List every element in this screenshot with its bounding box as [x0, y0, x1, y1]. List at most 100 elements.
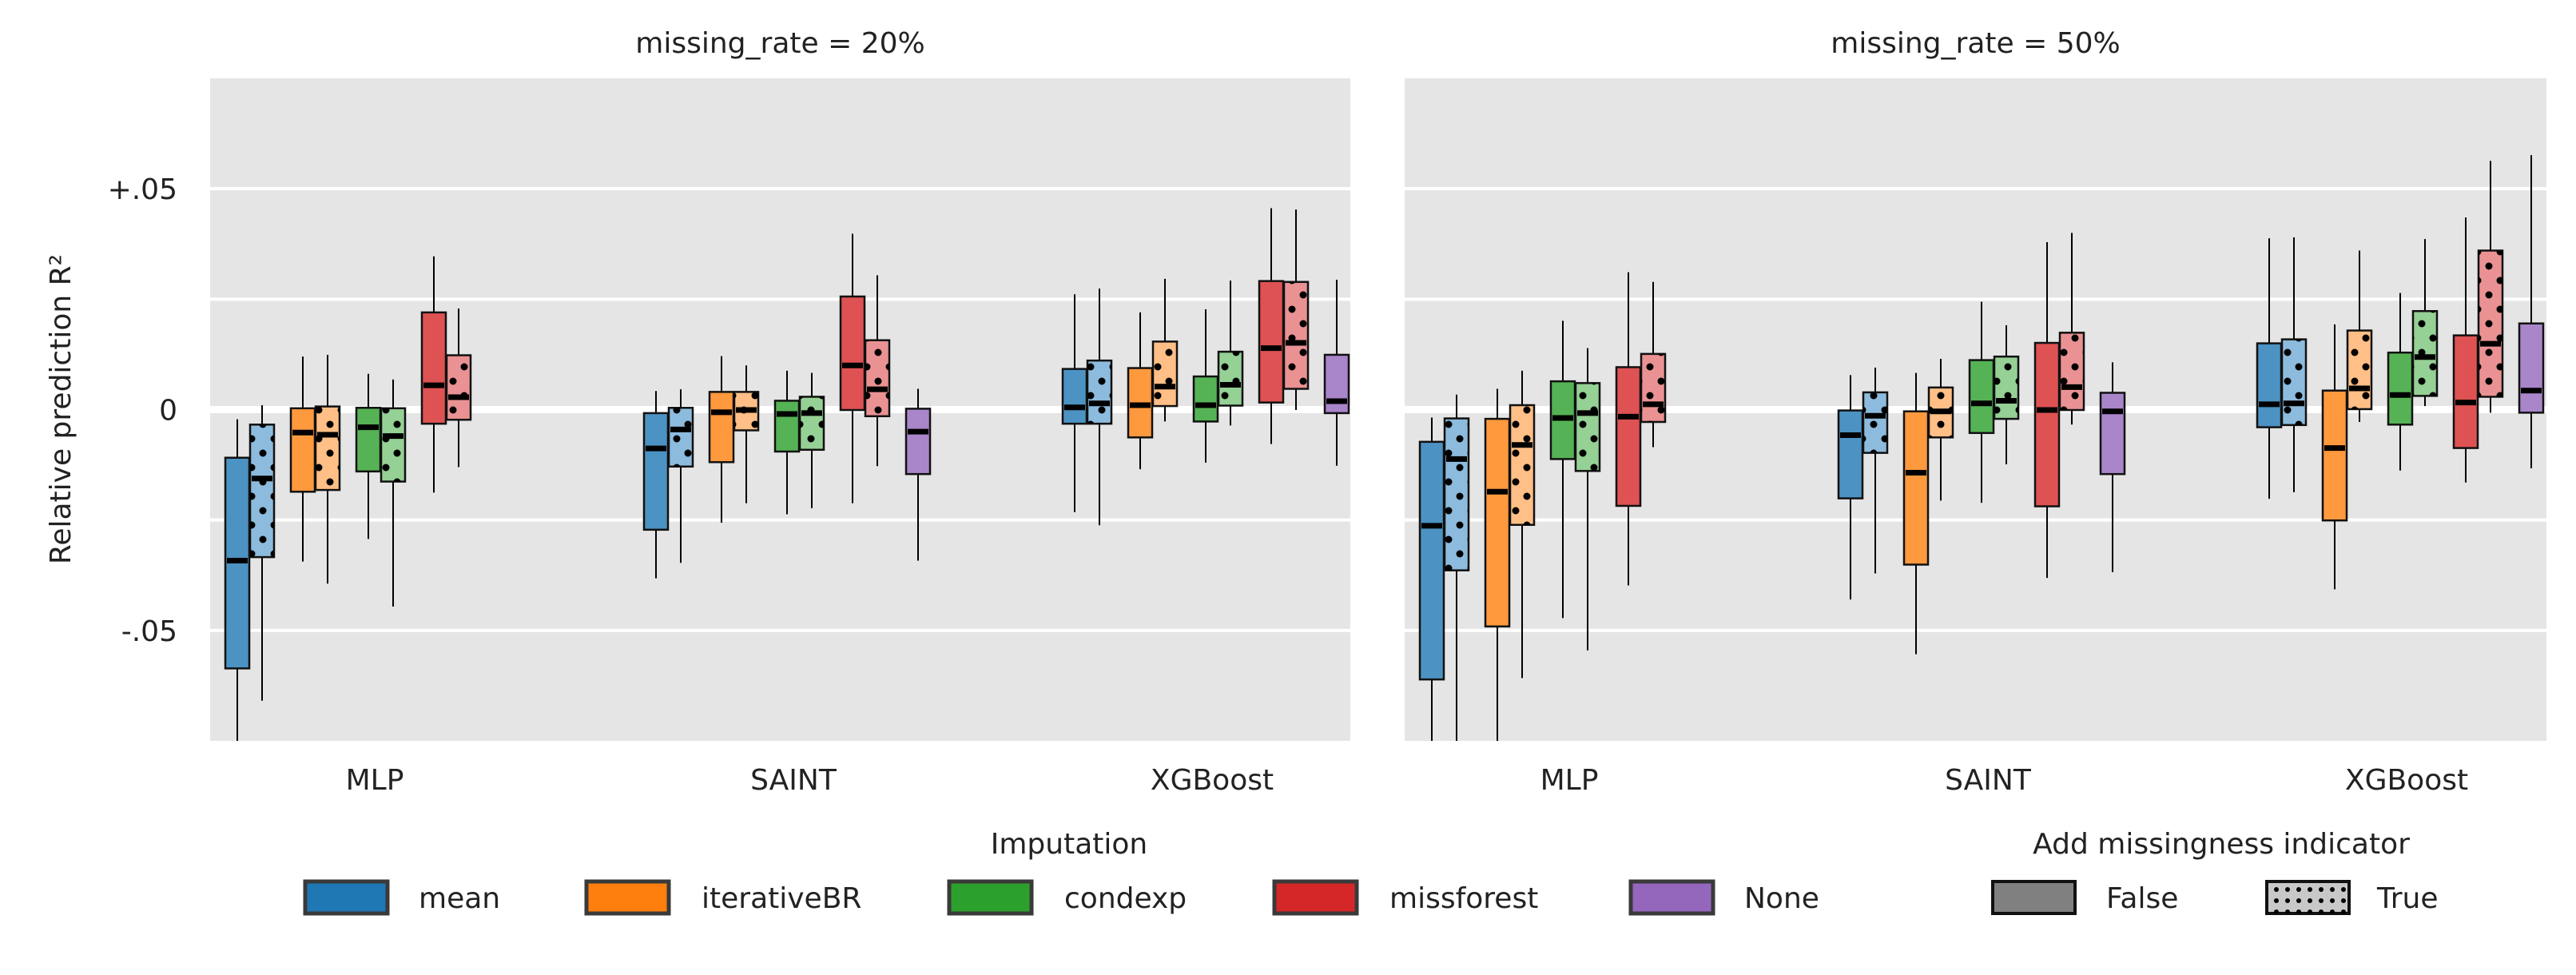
x-tick-label: XGBoost — [2345, 764, 2468, 797]
box-SAINT-missforest-True — [2058, 233, 2085, 425]
box-body — [642, 412, 670, 531]
box-XGBoost-mean-True — [2280, 237, 2308, 492]
legend-swatch — [303, 879, 390, 916]
box-hatch — [2060, 332, 2084, 411]
box-XGBoost-condexp-False — [2387, 292, 2414, 471]
box-hatch — [1087, 360, 1111, 424]
box-XGBoost-iterativeBR-False — [2321, 324, 2348, 590]
box-body — [1484, 417, 1511, 628]
box-MLP-missforest-False — [420, 256, 447, 493]
y-tick-label: -.05 — [121, 615, 177, 648]
box-hatch — [1218, 352, 1242, 406]
box-body — [1968, 359, 1995, 435]
box-XGBoost-iterativeBR-True — [2346, 250, 2373, 422]
box-XGBoost-mean-True — [1086, 289, 1113, 526]
x-tick-label: SAINT — [750, 764, 837, 797]
legend-item-None: None — [1628, 879, 1819, 916]
box-body — [2099, 392, 2126, 476]
box-MLP-missforest-True — [445, 308, 472, 468]
legend-hatch — [2267, 881, 2349, 913]
box-hatch — [1863, 392, 1887, 453]
box-MLP-iterativeBR-False — [1484, 388, 1511, 741]
legend-indicator-title: Add missingness indicator — [2033, 828, 2410, 861]
box-body — [2387, 351, 2414, 426]
legend-label: False — [2106, 882, 2178, 915]
legend-swatch — [1272, 879, 1359, 916]
box-SAINT-iterativeBR-True — [1927, 358, 1954, 501]
legend-item-mean: mean — [303, 879, 500, 916]
y-tick-label: 0 — [159, 395, 177, 428]
box-MLP-iterativeBR-True — [314, 354, 341, 584]
box-SAINT-missforest-False — [2033, 242, 2061, 579]
box-hatch — [2413, 311, 2437, 396]
box-XGBoost-None-False — [1323, 280, 1350, 466]
box-XGBoost-None-False — [2518, 155, 2545, 469]
box-body — [289, 407, 316, 493]
box-SAINT-missforest-False — [839, 233, 866, 503]
box-MLP-mean-False — [224, 419, 251, 741]
box-SAINT-iterativeBR-True — [733, 365, 760, 503]
box-SAINT-None-False — [2099, 362, 2126, 572]
box-MLP-iterativeBR-True — [1509, 370, 1536, 679]
box-hatch — [381, 408, 405, 482]
box-MLP-condexp-False — [1549, 320, 1576, 619]
boxes — [224, 208, 1350, 741]
y-axis-label: Relative prediction R² — [45, 254, 78, 564]
box-hatch — [2479, 250, 2502, 397]
box-hatch — [669, 408, 693, 467]
legend-item-True: True — [2265, 880, 2438, 915]
legend-item-missforest: missforest — [1272, 879, 1538, 916]
box-MLP-condexp-True — [380, 379, 407, 607]
panel-title: missing_rate = 20% — [635, 27, 924, 60]
box-SAINT-condexp-True — [1993, 324, 2020, 465]
x-tick-label: SAINT — [1945, 764, 2032, 797]
legend-imputation-title: Imputation — [991, 828, 1148, 861]
panel-1: missing_rate = 20% +.05 0 -.05 MLP SAINT XGBoo… — [108, 27, 1350, 797]
box-body — [708, 391, 735, 464]
box-body — [420, 311, 447, 425]
box-SAINT-condexp-False — [773, 370, 801, 515]
box-SAINT-mean-True — [1862, 367, 1889, 574]
box-body — [1837, 409, 1864, 499]
box-body — [2518, 322, 2545, 414]
box-hatch — [1284, 281, 1308, 389]
legend-swatch — [1991, 880, 2077, 915]
box-SAINT-mean-True — [667, 389, 694, 563]
boxes — [1418, 155, 2545, 741]
box-XGBoost-iterativeBR-True — [1151, 278, 1179, 422]
box-XGBoost-mean-False — [1061, 294, 1088, 512]
box-hatch — [1445, 418, 1469, 571]
box-hatch — [2282, 339, 2306, 425]
box-body — [2033, 341, 2061, 507]
box-XGBoost-missforest-True — [2477, 161, 2504, 413]
panel-title: missing_rate = 50% — [1831, 27, 2120, 60]
box-hatch — [2347, 330, 2371, 409]
legend-label: mean — [419, 882, 500, 915]
box-XGBoost-condexp-True — [2411, 239, 2439, 407]
box-hatch — [800, 396, 824, 450]
box-hatch — [316, 406, 340, 491]
legend-label: None — [1744, 882, 1819, 915]
box-MLP-mean-True — [248, 404, 276, 701]
box-body — [904, 408, 932, 476]
box-hatch — [1510, 404, 1534, 525]
box-body — [2256, 342, 2283, 428]
box-hatch — [447, 355, 471, 420]
box-MLP-iterativeBR-False — [289, 356, 316, 562]
box-body — [2321, 389, 2348, 522]
box-XGBoost-missforest-False — [1258, 208, 1285, 444]
box-body — [773, 400, 801, 453]
legend-item-iterativeBR: iterativeBR — [584, 879, 861, 916]
legend-label: True — [2376, 882, 2438, 915]
legend-item-False: False — [1991, 880, 2178, 915]
box-body — [1615, 366, 1642, 507]
box-SAINT-iterativeBR-False — [708, 356, 735, 523]
box-SAINT-mean-False — [1837, 375, 1864, 600]
box-body — [839, 295, 866, 412]
y-tick-label: +.05 — [108, 173, 177, 206]
box-body — [1258, 280, 1285, 404]
box-SAINT-None-False — [904, 388, 932, 561]
box-MLP-mean-True — [1443, 394, 1470, 741]
box-body — [2452, 334, 2479, 449]
